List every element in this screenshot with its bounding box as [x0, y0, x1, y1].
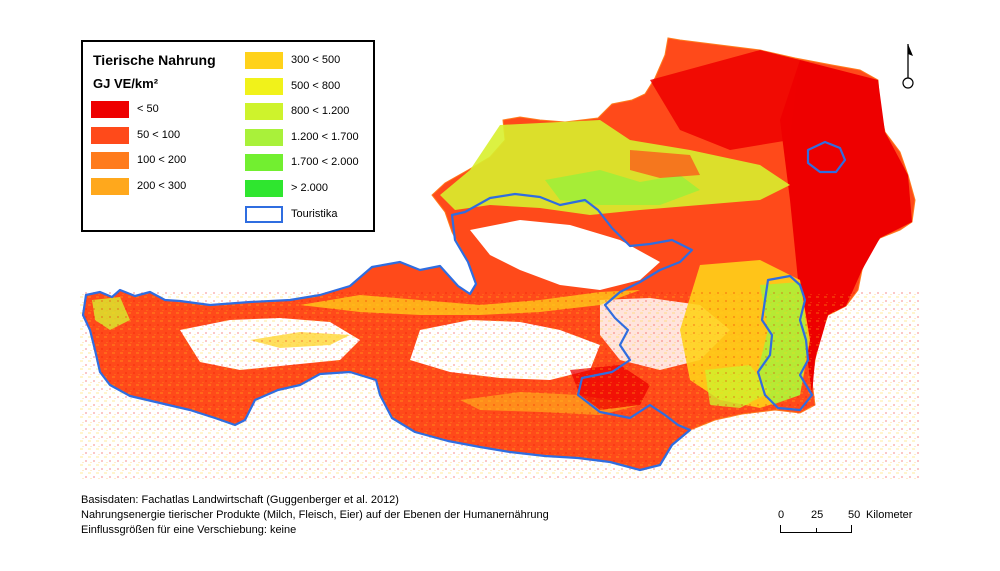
- legend-swatch: [91, 177, 129, 195]
- legend-label: Touristika: [291, 207, 338, 220]
- legend-label: 200 < 300: [137, 179, 187, 192]
- scale-tick-25: 25: [811, 509, 824, 521]
- legend-swatch: [245, 103, 283, 121]
- legend-item: Touristika: [245, 204, 375, 230]
- legend-item: 50 < 100: [91, 125, 221, 151]
- legend-swatch: [91, 126, 129, 144]
- legend-item: > 2.000: [245, 178, 375, 204]
- legend-item: 200 < 300: [91, 176, 221, 202]
- credits-source: Basisdaten: Fachatlas Landwirtschaft (Gu…: [81, 494, 399, 506]
- legend-label: 100 < 200: [137, 154, 187, 167]
- legend-label: 800 < 1.200: [291, 105, 350, 118]
- legend-swatch: [245, 77, 283, 95]
- legend-item: 1.700 < 2.000: [245, 152, 375, 178]
- legend-label: 1.700 < 2.000: [291, 156, 359, 169]
- legend-swatch: [245, 128, 283, 146]
- legend-item: 100 < 200: [91, 150, 221, 176]
- legend-item: 800 < 1.200: [245, 101, 375, 127]
- legend-label: 300 < 500: [291, 54, 341, 66]
- legend-label: 500 < 800: [291, 79, 341, 92]
- legend-item: 500 < 800: [245, 76, 375, 102]
- touristika-main-region: [81, 192, 694, 472]
- touristika-east-region: [756, 274, 814, 412]
- scale-tick-0: 0: [778, 509, 785, 521]
- touristika-outlines: [81, 140, 847, 472]
- credits-factors: Einflussgrößen für eine Verschiebung: ke…: [81, 524, 297, 536]
- north-arrow-icon: [902, 44, 914, 89]
- legend-column-left: < 50 50 < 100 100 < 200 200 < 300: [91, 99, 221, 201]
- legend-label: 50 < 100: [137, 128, 181, 141]
- scale-unit: Kilometer: [866, 509, 913, 521]
- legend-swatch-touristika: [245, 205, 283, 223]
- legend-column-right: 300 < 500 500 < 800 800 < 1.200 1.200 < …: [245, 50, 375, 229]
- touristika-vienna: [806, 140, 847, 174]
- legend-item: 1.200 < 1.700: [245, 127, 375, 153]
- legend: Tierische Nahrung GJ VE/km² < 50 50 < 10…: [81, 40, 375, 232]
- legend-item: 300 < 500: [245, 50, 375, 76]
- legend-swatch: [91, 101, 129, 118]
- legend-swatch: [91, 152, 129, 170]
- legend-label: < 50: [137, 103, 159, 115]
- legend-swatch: [245, 179, 283, 197]
- scale-bar-midtick: [816, 528, 817, 533]
- scale-tick-50: 50: [848, 509, 861, 521]
- legend-swatch: [245, 154, 283, 172]
- legend-title: Tierische Nahrung: [93, 52, 216, 68]
- credits: Basisdaten: Fachatlas Landwirtschaft (Gu…: [81, 493, 549, 538]
- legend-swatch: [245, 52, 283, 69]
- credits-description: Nahrungsenergie tierischer Produkte (Mil…: [81, 509, 549, 521]
- density-raster: [80, 50, 920, 480]
- legend-label: 1.200 < 1.700: [291, 130, 359, 143]
- legend-unit: GJ VE/km²: [93, 76, 159, 91]
- legend-item: < 50: [91, 99, 221, 125]
- legend-label: > 2.000: [291, 181, 329, 194]
